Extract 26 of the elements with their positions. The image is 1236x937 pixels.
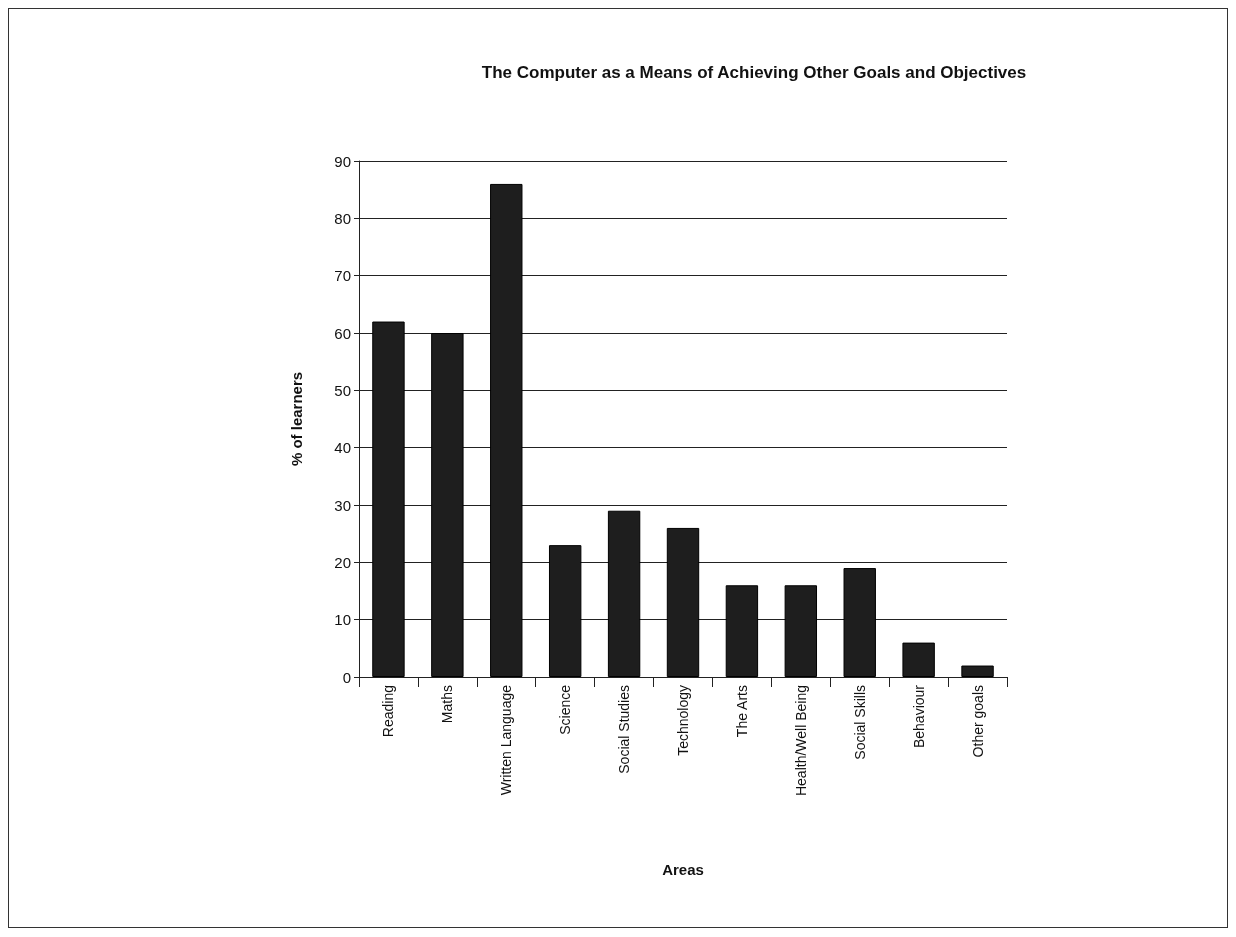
y-tick-label: 50	[334, 381, 351, 399]
y-tick-label: 90	[334, 152, 351, 170]
y-tick-label: 60	[334, 324, 351, 342]
x-tick-label: Social Studies	[616, 685, 633, 774]
y-tick-label: 0	[342, 668, 351, 686]
y-tick-label: 40	[334, 439, 351, 457]
x-tick-label: Science	[557, 684, 574, 735]
y-axis-title: % of learners	[288, 371, 305, 467]
chart-title: The Computer as a Means of Achieving Other Goals and Objectives	[481, 63, 1027, 82]
x-tick-label: Technology	[675, 685, 691, 756]
x-tick-label: Behaviour	[910, 684, 927, 749]
x-tick-label: Maths	[439, 685, 456, 724]
x-tick-label: Reading	[380, 685, 397, 738]
x-tick-label: The Arts	[733, 685, 750, 738]
x-tick-label: Social Skills	[851, 685, 868, 760]
x-tick-label: Written Language	[498, 684, 515, 796]
x-tick-label: Other goals	[969, 685, 986, 758]
bar	[902, 642, 935, 677]
bar	[961, 665, 994, 677]
y-tick-label: 30	[334, 496, 351, 514]
y-tick-label: 10	[334, 611, 351, 629]
y-tick-label: 70	[334, 267, 351, 285]
x-tick-label: Health/Well Being	[792, 685, 809, 797]
y-tick-label: 80	[334, 209, 351, 227]
y-tick-label: 20	[334, 553, 351, 571]
x-axis-title: Areas	[662, 861, 704, 878]
